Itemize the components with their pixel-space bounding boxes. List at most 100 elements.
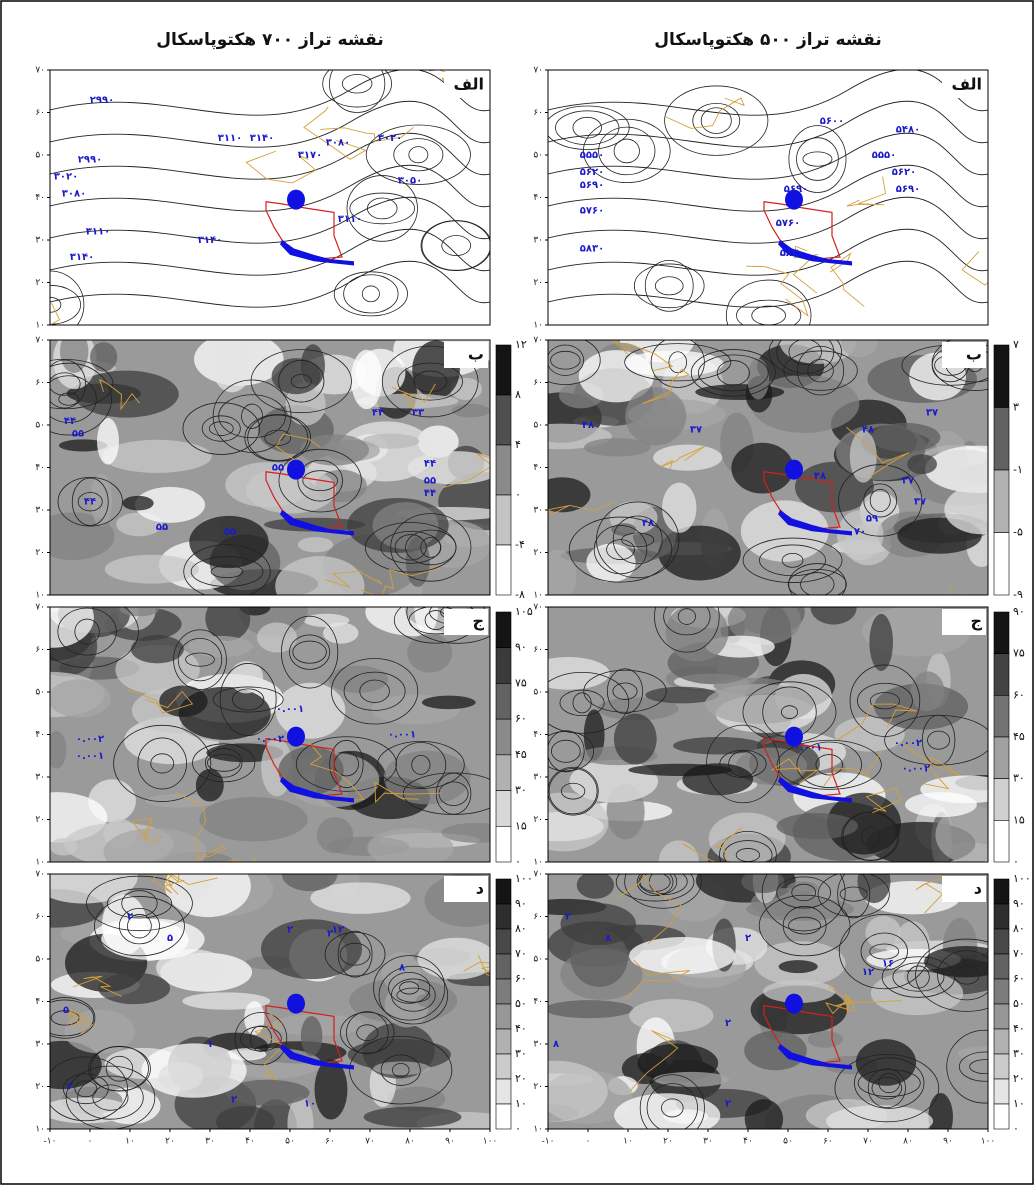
colorbar-cell xyxy=(495,394,512,446)
x-tick-label: ۹۰ xyxy=(943,1137,953,1147)
shaded-area xyxy=(708,812,786,862)
y-tick-label: ۴۰ xyxy=(533,193,543,203)
colorbar-label: ۳ xyxy=(1013,401,1019,414)
persian-gulf xyxy=(778,777,852,803)
y-tick-label: ۳۰ xyxy=(533,1040,543,1050)
contour-line xyxy=(205,748,243,778)
contour-line xyxy=(633,263,705,309)
x-tick-label: ۰ xyxy=(88,1137,93,1147)
contour-line xyxy=(624,874,702,909)
shaded-area xyxy=(90,473,113,527)
coastline xyxy=(770,758,820,784)
shaded-area xyxy=(904,792,977,818)
caspian-sea xyxy=(785,459,803,480)
contour-line xyxy=(869,692,900,710)
y-tick-label: ۱۰ xyxy=(35,1125,45,1135)
contour-label: ۸ xyxy=(399,963,405,974)
contour-line xyxy=(177,637,223,682)
shaded-area xyxy=(73,370,179,418)
contour-line xyxy=(346,175,418,242)
shaded-area xyxy=(189,515,269,569)
contour-line xyxy=(406,607,490,644)
y-tick-label: ۵۰ xyxy=(533,151,543,161)
contour-line xyxy=(796,741,862,788)
shaded-area xyxy=(275,682,346,739)
contour-label: ۵۵۵۰ xyxy=(872,150,896,161)
contour-line xyxy=(50,359,86,409)
contour-line xyxy=(881,956,956,998)
contour-line xyxy=(173,629,227,690)
contour-label: ۳۷ xyxy=(690,424,702,435)
contour-line xyxy=(349,192,415,225)
contour-line xyxy=(247,414,309,462)
shaded-area xyxy=(629,937,736,975)
shaded-area xyxy=(195,768,224,802)
panel-label: د xyxy=(476,879,484,898)
contour-line xyxy=(390,513,472,582)
panel-label: د xyxy=(974,879,982,898)
colorbar-label: ۹۰ xyxy=(1013,605,1025,618)
x-tick-label: ۹۰ xyxy=(445,1137,455,1147)
shaded-area xyxy=(451,403,490,418)
coastline xyxy=(320,126,414,142)
x-tick-label: ۸۰ xyxy=(405,1137,415,1147)
contour-label: ۲ xyxy=(565,912,571,923)
contour-line xyxy=(393,138,444,172)
contour-line xyxy=(62,1073,109,1105)
contour-line xyxy=(639,1074,705,1129)
contour-line xyxy=(690,349,776,397)
contour-line xyxy=(716,360,750,386)
y-tick-label: ۱۰ xyxy=(533,1125,543,1135)
contour-line xyxy=(190,556,264,587)
contour-line xyxy=(788,563,847,595)
coastline xyxy=(175,792,230,859)
contour-line xyxy=(50,358,114,410)
contour-line xyxy=(50,164,490,212)
contour-line xyxy=(867,1068,906,1108)
contour-line xyxy=(185,652,215,667)
contour-label: ۰.۰۰۲ xyxy=(76,734,104,745)
contour-label: ۵۶۰۰ xyxy=(820,116,844,127)
contour-line xyxy=(776,739,882,790)
y-tick-label: ۴۰ xyxy=(35,730,45,740)
contour-line xyxy=(692,102,741,139)
y-tick-label: ۱۰ xyxy=(533,321,543,331)
iran-border xyxy=(763,471,841,530)
contour-label: ۳۰۸۰ xyxy=(62,188,86,199)
colorbar-cell xyxy=(495,494,512,546)
contour-line xyxy=(206,753,241,772)
shaded-area xyxy=(810,607,857,625)
colorbar-cell xyxy=(993,778,1010,821)
contour-line xyxy=(74,618,100,645)
contour-label: ۵۶۲۰ xyxy=(580,167,604,178)
colorbar-label: ۵۰ xyxy=(515,997,527,1010)
contour-label: ۸ xyxy=(553,1039,559,1050)
colorbar-cell xyxy=(993,953,1010,980)
column-title: نقشه تراز ۷۰۰ هکتوپاسکال xyxy=(156,30,383,50)
shaded-area xyxy=(731,442,794,494)
shaded-area xyxy=(576,874,615,899)
colorbar-label: -۱ xyxy=(1013,463,1023,476)
contour-line xyxy=(698,354,769,392)
contour-line xyxy=(397,362,463,401)
shaded-area xyxy=(548,477,591,513)
contour-line xyxy=(92,1084,129,1111)
contour-line xyxy=(736,299,802,325)
colorbar-cell xyxy=(993,903,1010,930)
shaded-area xyxy=(907,454,938,475)
colorbar-label: ۱۰۰ xyxy=(515,872,533,885)
shaded-area xyxy=(836,510,884,561)
colorbar-label: ۶۰ xyxy=(1013,972,1025,985)
coastline xyxy=(828,982,902,1007)
contour-line xyxy=(183,544,271,595)
coastline xyxy=(624,959,691,1000)
contour-label: ۳۱۱۰ xyxy=(86,227,110,238)
contour-line xyxy=(105,1055,134,1082)
contour-line xyxy=(127,913,152,939)
contour-line xyxy=(359,679,390,703)
contour-line xyxy=(787,568,847,595)
contour-line xyxy=(341,74,373,94)
contour-line xyxy=(834,1054,940,1123)
colorbar-cell xyxy=(993,878,1010,905)
y-tick-label: ۷۰ xyxy=(35,870,45,880)
